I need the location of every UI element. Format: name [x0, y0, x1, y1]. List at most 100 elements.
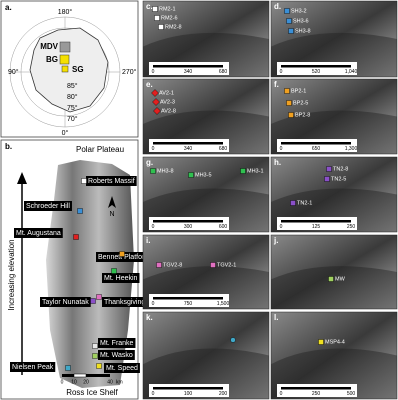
scale-label: 0 — [61, 379, 64, 385]
scale-label: 0 — [152, 391, 155, 397]
sample-marker — [151, 89, 159, 97]
scale-bar — [62, 373, 110, 378]
site-marker — [92, 343, 98, 349]
site-marker — [96, 363, 102, 369]
scale-label: 40 — [107, 379, 113, 385]
panel-label: g. — [146, 158, 153, 167]
sample-marker — [154, 15, 160, 21]
site-label-box — [24, 201, 72, 211]
sample-marker — [284, 88, 290, 94]
scale-label: 340 — [184, 146, 193, 152]
scale-label: 0 — [280, 224, 283, 230]
bottom-label: Ross Ice Shelf — [66, 388, 118, 397]
site-marker — [81, 178, 87, 184]
sample-marker — [240, 168, 246, 174]
scale-label: 0 — [152, 69, 155, 75]
site-label: SG — [72, 65, 84, 74]
site-label: Roberts Massif — [88, 178, 135, 185]
scale-label: 20 — [83, 379, 89, 385]
site-label: Bennett Platform — [98, 254, 150, 261]
longitude-label: 180° — [58, 8, 73, 16]
scale-label: 340 — [184, 69, 193, 75]
sample-marker — [328, 276, 334, 282]
site-label: Nielsen Peak — [12, 364, 54, 371]
site-label-box — [98, 350, 135, 360]
antarctica-outline — [29, 27, 109, 113]
axis-label: Increasing elevation — [7, 239, 16, 310]
sample-marker — [210, 262, 216, 268]
sg-box — [61, 65, 69, 73]
site-label: Mt. Speed — [106, 365, 138, 372]
scale-bar — [281, 142, 351, 145]
site-label: Taylor Nunatak — [42, 299, 89, 306]
scale-label: 0 — [152, 224, 155, 230]
sample-marker — [152, 98, 160, 106]
scale-unit: km — [116, 379, 123, 385]
site-label-box — [14, 228, 63, 238]
site-label-box — [98, 338, 136, 348]
longitude-label: 0° — [62, 129, 69, 137]
arrow-head — [17, 172, 27, 184]
scale-label: 0 — [280, 391, 283, 397]
longitude-label: 270° — [122, 68, 137, 76]
sample-label: BP2-1 — [291, 88, 306, 94]
scale-bar — [281, 65, 351, 68]
scale-label: 250 — [312, 391, 321, 397]
site-label-box — [10, 362, 56, 372]
sample-label: SH3-2 — [291, 8, 307, 14]
site-marker — [96, 294, 102, 300]
site-label-box — [102, 297, 168, 307]
sample-marker — [153, 107, 161, 115]
scale-label: 0 — [280, 146, 283, 152]
scale-label: 600 — [219, 224, 228, 230]
sample-marker — [290, 200, 296, 206]
sample-label: MH3-8 — [157, 168, 174, 174]
site-marker — [73, 234, 79, 240]
sample-marker — [288, 28, 294, 34]
sample-label: RM2-1 — [159, 6, 176, 12]
image-panel — [270, 234, 398, 310]
scale-label: 0 — [152, 146, 155, 152]
site-label-box — [40, 297, 91, 307]
sample-label: SH3-8 — [295, 28, 311, 34]
site-label: Mt. Wasko — [100, 352, 133, 359]
scale-label: 125 — [312, 224, 321, 230]
scale-bar — [281, 387, 351, 390]
panel-label: a. — [5, 3, 12, 12]
site-label: Mt. Augustana — [16, 230, 61, 237]
scale-label: 1,040 — [345, 69, 358, 75]
sample-marker — [152, 6, 158, 12]
sample-marker — [286, 100, 292, 106]
scale-label: 1,300 — [345, 146, 358, 152]
sample-label: SH3-6 — [293, 18, 309, 24]
sample-label: TN2-5 — [331, 176, 346, 182]
sample-marker — [288, 112, 294, 118]
site-label: Schroeder Hill — [26, 203, 70, 210]
scale-label: 0 — [152, 301, 155, 307]
sample-label: RM2-8 — [165, 24, 182, 30]
top-label: Polar Plateau — [76, 145, 124, 154]
latitude-label: 75° — [67, 104, 78, 112]
panel-label: j. — [273, 236, 278, 245]
scale-bar — [153, 65, 223, 68]
panel-label: f. — [274, 80, 279, 89]
scale-bar — [153, 142, 223, 145]
scale-label: 1,500 — [217, 301, 230, 307]
sample-marker — [318, 339, 324, 345]
site-marker — [111, 268, 117, 274]
sample-label: TN2-8 — [333, 166, 348, 172]
scale-bar — [153, 387, 223, 390]
sample-marker — [156, 262, 162, 268]
terrain — [271, 266, 397, 309]
site-label: Mt. Franke — [100, 340, 134, 347]
sample-marker — [230, 337, 236, 343]
sample-label: AV2-3 — [160, 99, 175, 105]
site-label-box — [104, 363, 140, 373]
north-arrow — [108, 196, 116, 208]
latitude-label: 80° — [67, 93, 78, 101]
scale-label: 520 — [312, 69, 321, 75]
scale-label: 300 — [184, 224, 193, 230]
sample-marker — [284, 8, 290, 14]
panel-label: e. — [146, 80, 153, 89]
